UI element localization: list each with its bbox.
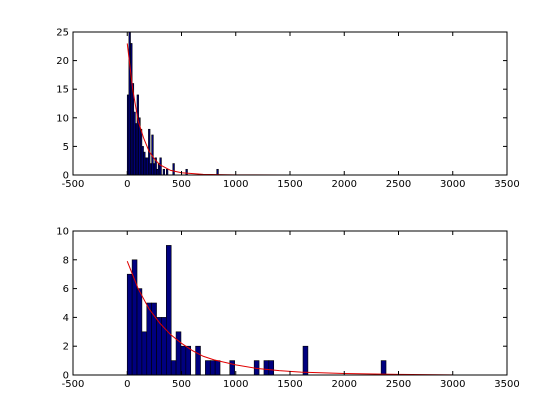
histogram-bar (268, 360, 275, 376)
histogram-bar (214, 360, 221, 376)
y-tick-label: 10 (56, 227, 69, 238)
histogram-bar (126, 273, 133, 376)
y-tick-label: 8 (63, 255, 69, 266)
x-tick-label: 3000 (440, 379, 465, 390)
x-tick-label: -500 (62, 179, 85, 190)
histogram-bar (229, 360, 235, 376)
histogram-bar (263, 360, 270, 376)
histogram-bar (166, 168, 169, 176)
x-tick-label: 2500 (386, 379, 411, 390)
y-tick-label: 4 (63, 313, 69, 324)
histogram-bar (205, 360, 211, 376)
x-tick-label: 1000 (223, 379, 248, 390)
x-tick-label: 2500 (386, 179, 411, 190)
histogram-bar (131, 259, 138, 376)
histogram-bar (159, 157, 162, 176)
fit-curve (126, 43, 453, 176)
histogram-bar (141, 331, 148, 376)
top-histogram-axes: -500 0 500 1000 1500 2000 2500 3000 350005101520… (56, 28, 519, 191)
y-tick-label: 10 (56, 113, 69, 124)
histogram-bar (172, 163, 175, 176)
y-tick-label: 15 (56, 85, 69, 96)
histogram-bar (185, 168, 188, 176)
x-tick-label: 2000 (332, 179, 357, 190)
y-tick-label: 25 (56, 28, 69, 39)
x-tick-label: 1500 (277, 379, 302, 390)
histogram-bar (162, 168, 165, 176)
histogram-bar (195, 345, 201, 376)
x-tick-label: 1500 (277, 179, 302, 190)
histogram-bar (180, 345, 187, 376)
y-tick-label: 0 (63, 371, 69, 382)
x-tick-label: 3000 (440, 179, 465, 190)
histogram-bar (302, 345, 309, 376)
histogram-bar (136, 288, 143, 376)
histogram-bar (170, 360, 177, 376)
fit-curve (126, 261, 453, 376)
y-tick-label: 0 (63, 171, 69, 182)
y-tick-label: 2 (63, 342, 69, 353)
histogram-bar (209, 360, 216, 376)
x-tick-label: -500 (62, 379, 85, 390)
x-tick-label: 0 (124, 379, 130, 390)
x-tick-label: 500 (172, 379, 191, 390)
y-tick-label: 5 (63, 142, 69, 153)
histogram-bar (166, 245, 172, 376)
histogram-bar (156, 317, 162, 376)
histogram-bar (175, 331, 182, 376)
x-tick-label: 3500 (494, 379, 519, 390)
histogram-bar (380, 360, 387, 376)
x-tick-label: 2000 (332, 379, 357, 390)
x-tick-label: 1000 (223, 179, 248, 190)
histogram-bar (146, 302, 152, 376)
x-tick-label: 3500 (494, 179, 519, 190)
y-tick-label: 20 (56, 56, 69, 67)
x-tick-label: 0 (124, 179, 130, 190)
y-tick-label: 6 (63, 284, 69, 295)
x-tick-label: 500 (172, 179, 191, 190)
histogram-bar (185, 345, 192, 376)
